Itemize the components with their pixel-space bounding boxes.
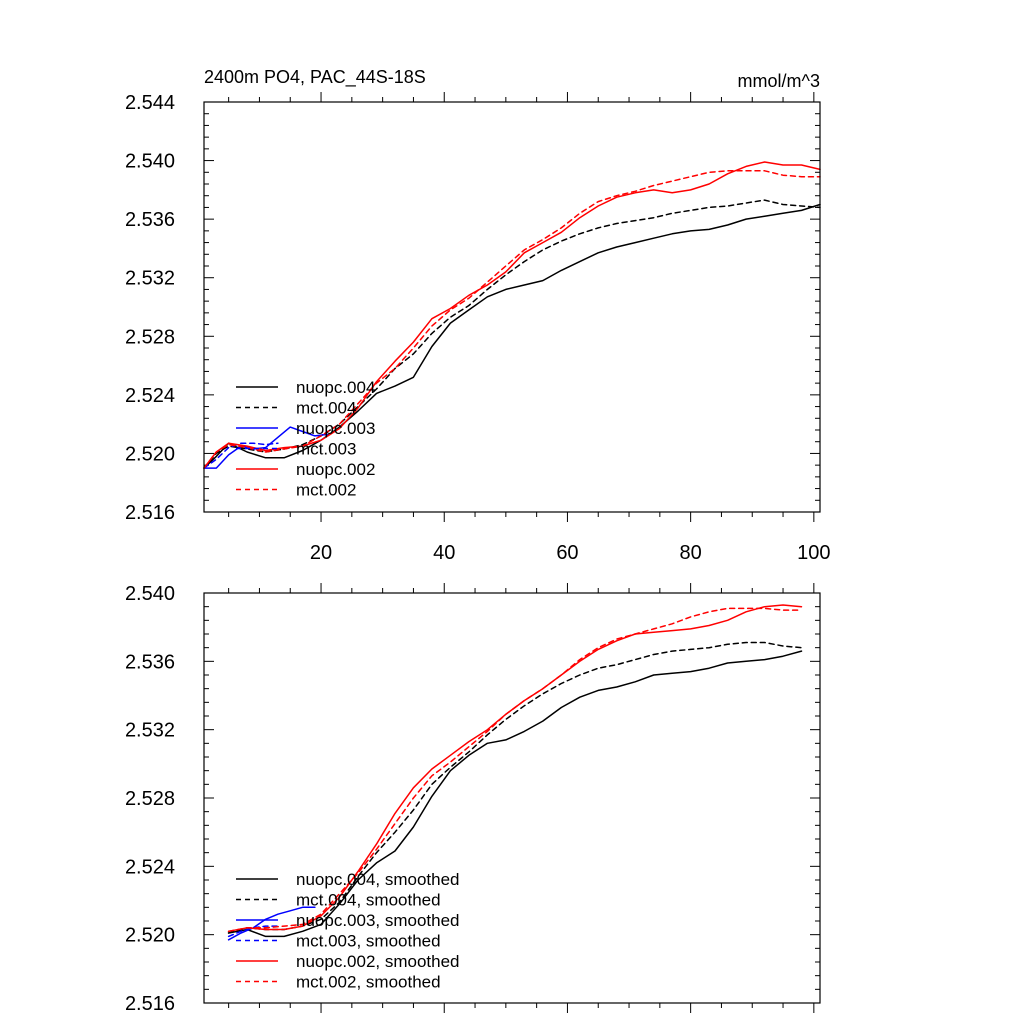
legend-label: mct.002 <box>296 481 356 500</box>
top-panel-y-tick-labels: 2.516 2.520 2.524 2.528 2.532 2.536 2.540 2.544 <box>125 92 175 524</box>
legend-label: mct.003 <box>296 440 356 459</box>
x-tick-label: 60 <box>556 542 578 564</box>
y-tick-label: 2.540 <box>125 583 175 605</box>
top-panel-ticks <box>204 92 820 522</box>
y-tick-label: 2.536 <box>125 209 175 231</box>
x-tick-label: 80 <box>680 542 702 564</box>
bottom-panel-y-tick-labels: 2.516 2.520 2.524 2.528 2.532 2.536 2.540 <box>125 583 175 1015</box>
y-tick-label: 2.544 <box>125 92 175 114</box>
legend-label: nuopc.002, smoothed <box>296 952 460 971</box>
series-line <box>227 641 803 934</box>
top-panel: 2400m PO4, PAC_44S-18S mmol/m^3 2.5162.5… <box>125 67 831 564</box>
series-line <box>227 906 316 941</box>
series-line <box>203 170 821 469</box>
units-label: mmol/m^3 <box>738 71 820 91</box>
top-panel-x-tick-labels: 20 40 60 80 100 <box>310 542 831 564</box>
bottom-panel-series-lines <box>227 604 803 941</box>
legend-label: nuopc.002 <box>296 460 375 479</box>
x-tick-label: 100 <box>797 542 830 564</box>
series-line <box>203 442 279 469</box>
legend-label: nuopc.004 <box>296 378 375 397</box>
legend-label: mct.002, smoothed <box>296 973 441 992</box>
y-tick-label: 2.516 <box>125 993 175 1015</box>
legend-label: mct.004, smoothed <box>296 891 441 910</box>
y-tick-label: 2.528 <box>125 326 175 348</box>
bottom-panel: 2.516 2.520 2.524 2.528 2.532 2.536 2.540 nuop… <box>125 583 821 1015</box>
y-tick-label: 2.528 <box>125 788 175 810</box>
top-panel-frame <box>203 101 821 513</box>
x-tick-label: 40 <box>433 542 455 564</box>
y-tick-label: 2.516 <box>125 502 175 524</box>
y-tick-label: 2.520 <box>125 925 175 947</box>
y-tick-label: 2.524 <box>125 385 175 407</box>
y-tick-label: 2.524 <box>125 856 175 878</box>
y-tick-label: 2.532 <box>125 268 175 290</box>
legend-label: nuopc.003 <box>296 419 375 438</box>
series-line <box>227 925 279 938</box>
y-tick-label: 2.532 <box>125 720 175 742</box>
x-tick-label: 20 <box>310 542 332 564</box>
legend-label: mct.004 <box>296 399 356 418</box>
legend-label: nuopc.004, smoothed <box>296 870 460 889</box>
y-tick-label: 2.536 <box>125 651 175 673</box>
legend-label: mct.003, smoothed <box>296 932 441 951</box>
bottom-panel-frame <box>203 592 821 1004</box>
panel-title: 2400m PO4, PAC_44S-18S <box>204 67 426 88</box>
y-tick-label: 2.520 <box>125 443 175 465</box>
series-line <box>227 650 803 938</box>
top-panel-series-lines <box>203 161 821 469</box>
series-line <box>203 426 328 469</box>
y-tick-label: 2.540 <box>125 151 175 173</box>
legend-label: nuopc.003, smoothed <box>296 911 460 930</box>
series-line <box>203 203 821 469</box>
series-line <box>227 607 803 933</box>
